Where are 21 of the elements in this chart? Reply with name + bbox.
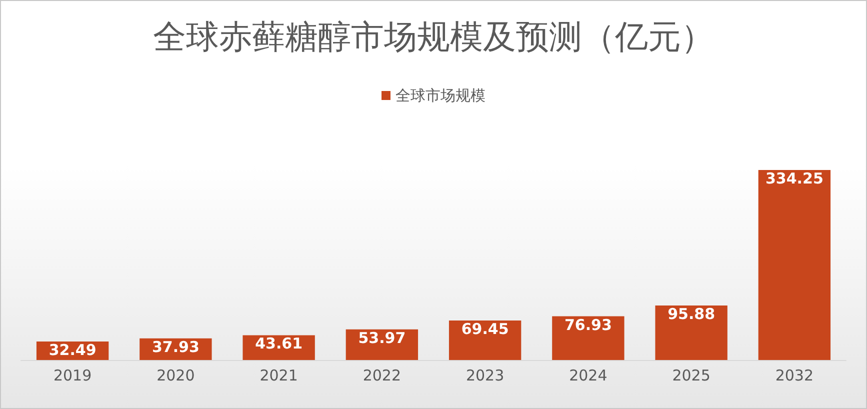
x-tick-label: 2022 xyxy=(362,366,402,384)
bar xyxy=(655,305,728,360)
chart-title: 全球赤藓糖醇市场规模及预测（亿元） xyxy=(153,17,714,56)
data-label: 95.88 xyxy=(668,304,716,323)
data-label: 43.61 xyxy=(255,334,303,353)
data-label: 76.93 xyxy=(564,316,612,334)
x-tick-label: 2021 xyxy=(260,366,298,384)
x-tick-label: 2023 xyxy=(466,366,504,384)
x-tick-label: 2025 xyxy=(672,366,710,384)
data-label: 37.93 xyxy=(152,338,200,356)
data-label: 334.25 xyxy=(765,169,824,188)
data-label: 69.45 xyxy=(461,320,509,338)
data-label: 53.97 xyxy=(358,328,406,347)
data-label: 32.49 xyxy=(48,341,96,360)
x-tick-label: 2020 xyxy=(156,366,195,384)
x-tick-label: 2019 xyxy=(53,366,92,384)
bar xyxy=(758,170,831,360)
x-tick-label: 2032 xyxy=(775,366,814,384)
bar xyxy=(552,316,624,360)
x-tick-label: 2024 xyxy=(569,366,608,384)
legend-label: 全球市场规模 xyxy=(396,86,486,104)
